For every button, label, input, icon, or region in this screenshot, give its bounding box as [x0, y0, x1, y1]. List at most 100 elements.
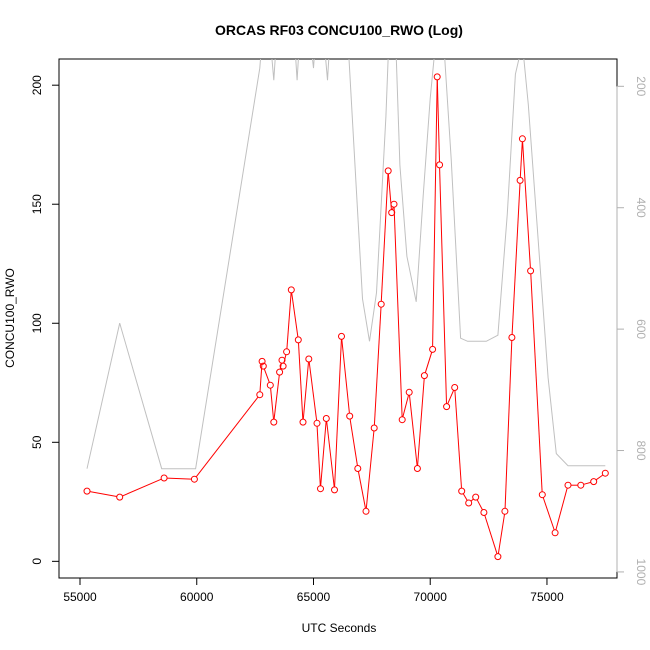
series-line-segment: [583, 481, 591, 485]
data-point: [518, 135, 526, 143]
data-point: [299, 418, 307, 426]
series-line-secondary: [86, 59, 606, 470]
y2-tick-label: 400: [634, 198, 648, 218]
data-point: [377, 300, 385, 308]
data-point: [405, 388, 413, 396]
series-line-segment: [298, 342, 304, 420]
y-axis-label: CONCU100_RWO: [3, 268, 17, 368]
series-line-segment: [320, 421, 327, 486]
series-line-segment: [484, 515, 498, 554]
series-line-segment: [373, 307, 382, 426]
data-point: [390, 200, 398, 208]
series-line-segment: [497, 514, 505, 554]
series-line-segment: [349, 419, 358, 466]
series-line-segment: [263, 368, 270, 383]
y2-tick-label: 1000: [634, 559, 648, 586]
data-point: [354, 465, 362, 472]
x-axis: 55000 60000 65000 70000 75000: [63, 577, 564, 604]
data-point: [472, 493, 480, 501]
data-point: [538, 491, 546, 499]
series-line-segment: [522, 141, 531, 268]
series-line-segment: [454, 390, 462, 489]
data-point: [256, 391, 264, 399]
series-line-segment: [341, 339, 350, 414]
data-point: [388, 209, 396, 217]
data-point: [443, 403, 451, 411]
data-point: [338, 332, 345, 340]
series-line-segment: [380, 173, 389, 302]
data-point: [190, 475, 198, 483]
series-line-segment: [424, 352, 433, 373]
x-tick-label: 75000: [530, 590, 564, 604]
y2-tick-label: 200: [634, 76, 648, 96]
data-point: [433, 73, 441, 81]
series-line-segment: [476, 499, 483, 511]
data-point: [429, 345, 437, 353]
data-point: [384, 167, 392, 175]
series-line-segment: [273, 374, 280, 420]
data-point: [258, 357, 266, 365]
x-tick-label: 70000: [414, 590, 448, 604]
series-line-segment: [519, 141, 523, 178]
x-tick-label: 60000: [180, 590, 214, 604]
y-tick-label: 50: [30, 435, 44, 449]
series-line-segment: [595, 474, 604, 481]
series-line-segment: [316, 426, 321, 486]
data-point: [458, 487, 466, 495]
data-point: [294, 336, 302, 344]
series-line-segment: [409, 395, 418, 466]
series-line-segment: [530, 273, 543, 492]
series-line-segment: [402, 395, 409, 417]
series-line-segment: [195, 396, 259, 478]
data-point: [322, 415, 330, 422]
y2-axis: 200 400 600 800 1000: [616, 76, 648, 586]
series-line-segment: [334, 339, 342, 487]
data-point: [283, 348, 291, 356]
data-point: [287, 286, 295, 294]
series-line-segment: [439, 167, 447, 404]
y2-tick-label: 600: [634, 319, 648, 339]
series-line-segment: [462, 493, 468, 501]
chart-title: ORCAS RF03 CONCU100_RWO (Log): [215, 22, 463, 38]
data-point: [116, 493, 124, 501]
data-point: [527, 267, 535, 275]
data-point: [279, 362, 287, 370]
series-line-segment: [504, 340, 513, 509]
series-line-segment: [308, 361, 318, 421]
data-point: [420, 372, 428, 380]
data-point: [577, 481, 585, 489]
data-point: [465, 499, 473, 507]
data-point: [276, 368, 284, 376]
series-line-segment: [167, 477, 192, 480]
series-line-segment: [270, 388, 274, 420]
x-axis-label: UTC Seconds: [302, 621, 377, 635]
series-line-segment: [357, 471, 366, 509]
series-line-segment: [555, 487, 568, 531]
data-point: [590, 478, 598, 486]
data-point: [331, 486, 338, 494]
data-point: [370, 424, 378, 432]
data-point: [494, 553, 502, 561]
data-point: [305, 355, 313, 363]
data-point: [451, 384, 459, 391]
series-line-segment: [511, 183, 521, 335]
y-tick-label: 200: [30, 75, 44, 95]
data-point: [313, 419, 321, 427]
series-line-segment: [432, 79, 438, 347]
data-point: [266, 381, 274, 389]
data-point: [480, 509, 488, 516]
series-line-segment: [302, 361, 309, 420]
data-point: [160, 474, 168, 482]
x-tick-label: 55000: [63, 590, 97, 604]
series-line-segment: [89, 491, 117, 497]
y2-tick-label: 800: [634, 440, 648, 460]
series-line-segment: [447, 390, 455, 405]
data-point: [398, 416, 406, 424]
series-line-segment: [365, 430, 375, 509]
series-line-segment: [122, 478, 162, 497]
data-point: [436, 161, 444, 169]
data-point: [270, 418, 278, 426]
data-point: [259, 362, 267, 370]
y-axis: 0 50 100 150 200: [30, 75, 60, 565]
